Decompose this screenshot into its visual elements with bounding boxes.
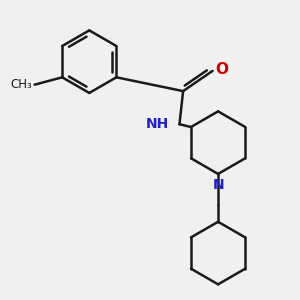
Text: O: O	[215, 62, 228, 77]
Text: CH₃: CH₃	[10, 78, 32, 91]
Text: N: N	[212, 178, 224, 192]
Text: NH: NH	[146, 117, 169, 131]
